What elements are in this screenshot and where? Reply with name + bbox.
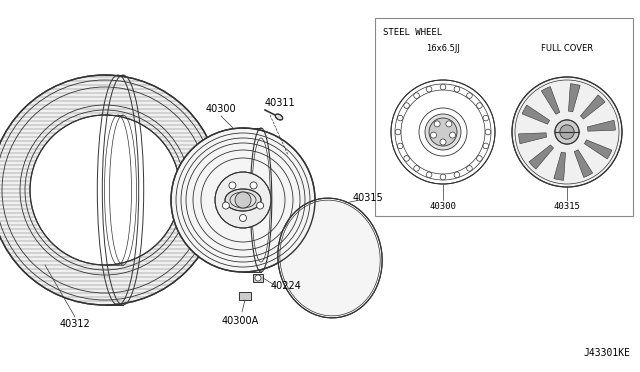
Circle shape — [477, 155, 482, 161]
Ellipse shape — [225, 189, 261, 211]
Circle shape — [425, 114, 461, 150]
Circle shape — [426, 86, 432, 92]
Circle shape — [171, 128, 315, 272]
Circle shape — [397, 115, 403, 121]
Circle shape — [229, 182, 236, 189]
Circle shape — [440, 139, 446, 145]
Text: 40311: 40311 — [265, 98, 295, 108]
Circle shape — [222, 202, 229, 209]
Text: J43301KE: J43301KE — [583, 348, 630, 358]
Circle shape — [391, 80, 495, 184]
Text: 40300A: 40300A — [221, 316, 259, 326]
Wedge shape — [522, 105, 550, 124]
Circle shape — [467, 166, 472, 171]
Text: 16x6.5JJ: 16x6.5JJ — [426, 44, 460, 53]
Wedge shape — [568, 84, 580, 112]
Circle shape — [239, 215, 246, 221]
Circle shape — [449, 132, 456, 138]
Circle shape — [467, 93, 472, 99]
Circle shape — [440, 84, 446, 90]
Text: 40315: 40315 — [554, 202, 580, 211]
Text: 40315: 40315 — [353, 193, 383, 203]
Circle shape — [454, 172, 460, 177]
Wedge shape — [574, 150, 593, 177]
FancyBboxPatch shape — [239, 292, 251, 300]
Circle shape — [454, 86, 460, 92]
Circle shape — [485, 129, 491, 135]
Circle shape — [483, 115, 488, 121]
Circle shape — [413, 166, 419, 171]
Circle shape — [0, 75, 220, 305]
Wedge shape — [518, 133, 547, 144]
Text: STEEL WHEEL: STEEL WHEEL — [383, 28, 442, 37]
Circle shape — [215, 172, 271, 228]
Circle shape — [446, 121, 452, 127]
FancyBboxPatch shape — [253, 274, 263, 282]
Circle shape — [250, 182, 257, 189]
Circle shape — [440, 174, 446, 180]
Circle shape — [404, 155, 410, 161]
Wedge shape — [554, 152, 566, 180]
Ellipse shape — [275, 114, 283, 120]
Circle shape — [483, 143, 488, 149]
Wedge shape — [584, 140, 612, 159]
Circle shape — [30, 115, 180, 265]
Text: FULL COVER: FULL COVER — [541, 44, 593, 53]
Circle shape — [477, 103, 482, 108]
Circle shape — [426, 172, 432, 177]
Circle shape — [413, 93, 419, 99]
Text: 40300: 40300 — [205, 104, 236, 114]
Ellipse shape — [278, 198, 382, 318]
Circle shape — [255, 275, 261, 281]
Wedge shape — [529, 145, 554, 169]
Circle shape — [235, 192, 251, 208]
FancyBboxPatch shape — [375, 18, 633, 216]
Circle shape — [429, 118, 457, 146]
Wedge shape — [541, 87, 560, 114]
Wedge shape — [580, 95, 605, 119]
Circle shape — [431, 132, 436, 138]
Circle shape — [512, 77, 622, 187]
Wedge shape — [588, 120, 616, 131]
Text: 40300: 40300 — [429, 202, 456, 211]
Circle shape — [257, 202, 264, 209]
Circle shape — [560, 125, 574, 139]
Circle shape — [396, 129, 401, 135]
Circle shape — [434, 121, 440, 127]
Circle shape — [397, 143, 403, 149]
Text: 40312: 40312 — [60, 319, 90, 329]
Circle shape — [404, 103, 410, 108]
Circle shape — [555, 120, 579, 144]
Text: 40224: 40224 — [271, 281, 301, 291]
